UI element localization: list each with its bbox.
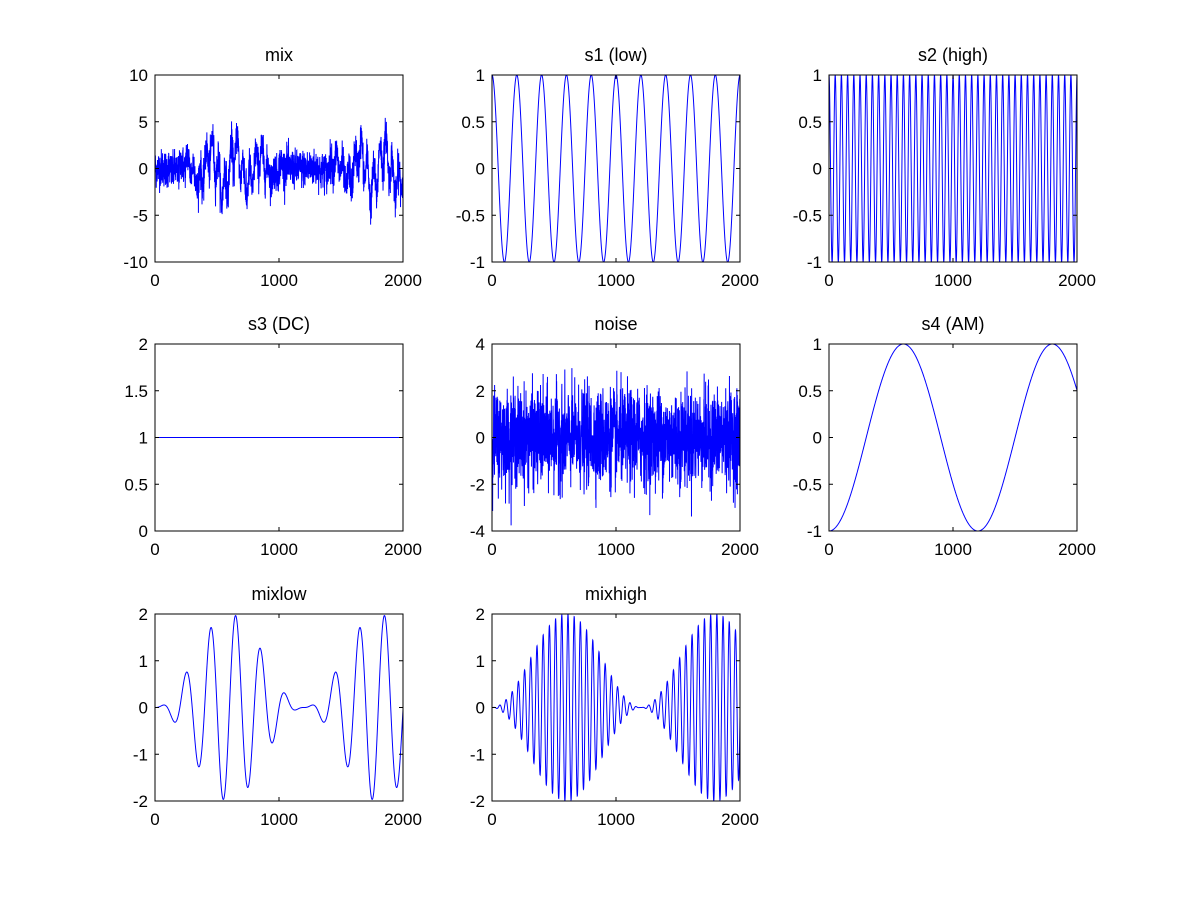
- y-tick-label: 1: [476, 652, 485, 671]
- x-tick-label: 2000: [721, 810, 759, 829]
- x-tick-label: 0: [824, 540, 833, 559]
- y-tick-label: 0.5: [461, 113, 485, 132]
- subplot-title: s4 (AM): [922, 314, 985, 334]
- y-tick-label: 1: [813, 335, 822, 354]
- subplot-mixlow: mixlow 0 1000 2000 2 1 0 -1 -2: [133, 584, 422, 829]
- x-tick-label: 2000: [384, 810, 422, 829]
- y-tick-label: -0.5: [456, 206, 485, 225]
- subplot-title: s2 (high): [918, 45, 988, 65]
- subplot-mixhigh: mixhigh 0 1000 2000 2 1 0 -1 -2: [470, 584, 759, 829]
- x-tick-label: 1000: [597, 540, 635, 559]
- x-tick-label: 2000: [1058, 271, 1096, 290]
- x-tick-label: 1000: [934, 271, 972, 290]
- y-tick-label: -2: [470, 792, 485, 811]
- y-tick-label: 5: [139, 113, 148, 132]
- x-tick-label: 2000: [1058, 540, 1096, 559]
- y-tick-label: 4: [476, 335, 485, 354]
- subplot-title: mix: [265, 45, 293, 65]
- x-tick-label: 0: [487, 810, 496, 829]
- x-tick-label: 2000: [721, 271, 759, 290]
- y-tick-label: -4: [470, 522, 485, 541]
- y-tick-label: 0: [476, 160, 485, 179]
- y-tick-label: 0.5: [798, 113, 822, 132]
- y-tick-label: 0.5: [798, 382, 822, 401]
- y-tick-label: 1: [139, 429, 148, 448]
- x-tick-label: 1000: [597, 271, 635, 290]
- subplot-title: s1 (low): [584, 45, 647, 65]
- series-line: [829, 344, 1077, 531]
- subplot-s1: s1 (low) 0 1000 2000 1 0.5 0 -0.5 -1: [456, 45, 759, 290]
- series-line: [492, 368, 740, 526]
- y-tick-label: -2: [133, 792, 148, 811]
- x-tick-label: 0: [150, 810, 159, 829]
- y-tick-label: 2: [139, 335, 148, 354]
- subplot-title: mixlow: [251, 584, 307, 604]
- subplot-s2: s2 (high) 0 1000 2000 1 0.5 0 -0.5 -1: [793, 45, 1096, 290]
- y-tick-label: -10: [123, 253, 148, 272]
- x-tick-label: 2000: [721, 540, 759, 559]
- y-tick-label: -5: [133, 206, 148, 225]
- y-tick-label: 2: [476, 382, 485, 401]
- x-tick-label: 0: [150, 540, 159, 559]
- y-tick-label: 0: [139, 160, 148, 179]
- y-tick-label: 0: [476, 699, 485, 718]
- y-tick-label: 0: [813, 160, 822, 179]
- x-tick-label: 1000: [934, 540, 972, 559]
- y-tick-label: 1: [139, 652, 148, 671]
- series-line: [492, 614, 740, 801]
- y-tick-label: -0.5: [793, 475, 822, 494]
- x-tick-label: 2000: [384, 540, 422, 559]
- y-tick-label: 1: [476, 66, 485, 85]
- subplot-title: mixhigh: [585, 584, 647, 604]
- subplot-title: s3 (DC): [248, 314, 310, 334]
- x-tick-label: 1000: [597, 810, 635, 829]
- y-tick-label: 0: [476, 429, 485, 448]
- y-tick-label: 1.5: [124, 382, 148, 401]
- x-tick-label: 0: [150, 271, 159, 290]
- x-tick-label: 0: [487, 271, 496, 290]
- y-tick-label: -1: [470, 253, 485, 272]
- y-tick-label: 2: [139, 605, 148, 624]
- y-tick-label: -2: [470, 475, 485, 494]
- y-tick-label: 0: [813, 429, 822, 448]
- y-tick-label: 1: [813, 66, 822, 85]
- series-line: [155, 615, 403, 800]
- series-line: [155, 117, 403, 225]
- subplot-mix: mix 0 1000 2000 10 5 0 -5 -10: [123, 45, 421, 290]
- y-tick-label: -1: [807, 253, 822, 272]
- y-tick-label: -0.5: [793, 206, 822, 225]
- subplot-s4: s4 (AM) 0 1000 2000 1 0.5 0 -0.5 -1: [793, 314, 1096, 559]
- y-tick-label: 0.5: [124, 475, 148, 494]
- x-tick-label: 1000: [260, 540, 298, 559]
- x-tick-label: 1000: [260, 271, 298, 290]
- x-tick-label: 0: [824, 271, 833, 290]
- y-tick-label: 10: [129, 66, 148, 85]
- y-tick-label: 0: [139, 522, 148, 541]
- y-tick-label: 2: [476, 605, 485, 624]
- subplot-s3: s3 (DC) 0 1000 2000 2 1.5 1 0.5 0: [124, 314, 422, 559]
- subplot-title: noise: [594, 314, 637, 334]
- y-tick-label: -1: [470, 745, 485, 764]
- x-tick-label: 2000: [384, 271, 422, 290]
- y-tick-label: -1: [133, 745, 148, 764]
- y-tick-label: 0: [139, 699, 148, 718]
- y-tick-label: -1: [807, 522, 822, 541]
- x-tick-label: 1000: [260, 810, 298, 829]
- subplot-noise: noise 0 1000 2000 4 2 0 -2 -4: [470, 314, 759, 559]
- x-tick-label: 0: [487, 540, 496, 559]
